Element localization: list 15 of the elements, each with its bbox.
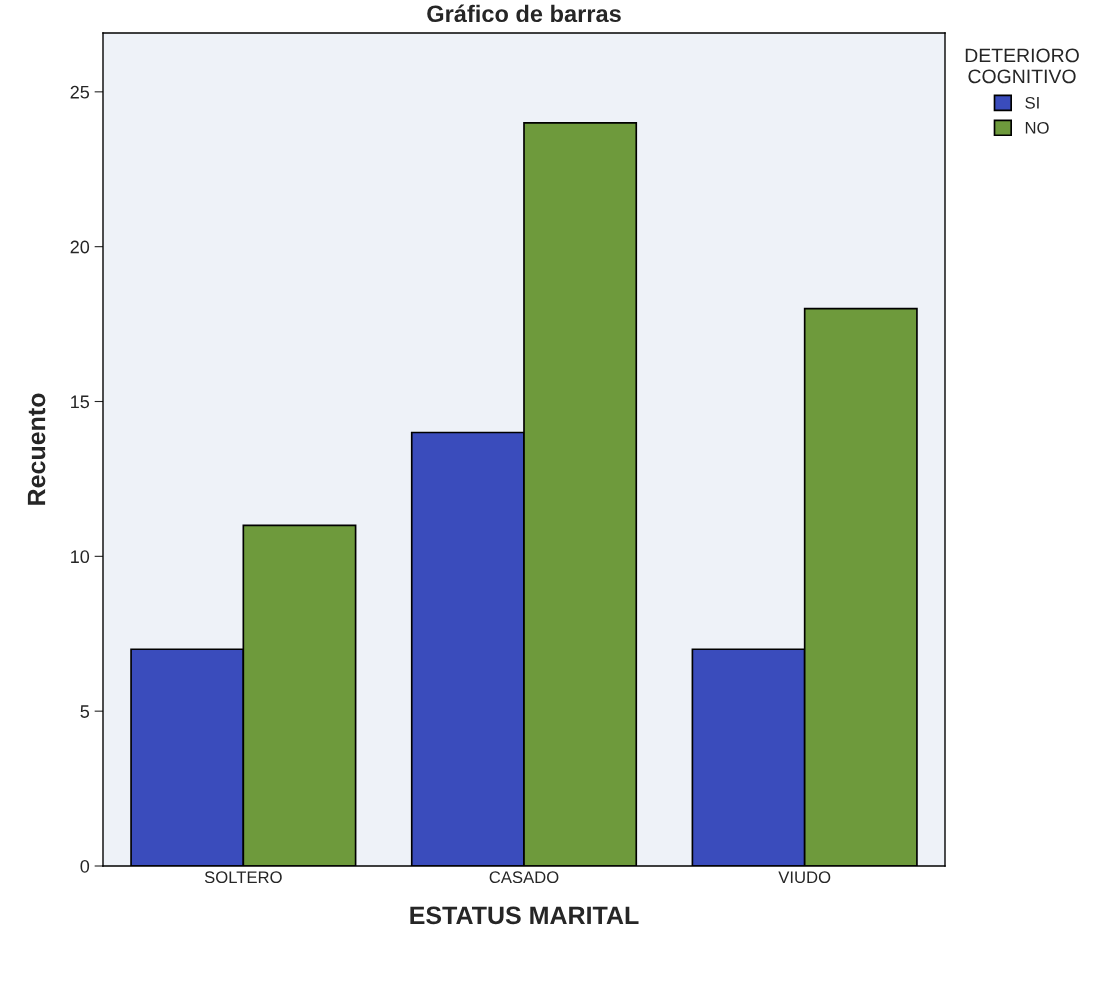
chart-title: Gráfico de barras [427,4,621,23]
y-tick-label: 10 [71,550,90,564]
y-tick-label: 5 [80,705,90,718]
x-axis-title: ESTATUS MARITAL [410,906,639,925]
y-tick-label: 0 [80,859,90,873]
y-tick-label: 20 [70,240,90,254]
y-axis-title: Recuento [27,393,46,505]
legend-title: DETERIORO COGNITIVO [965,48,1079,84]
x-tick-label: VIUDO [778,871,831,884]
x-tick-label: SOLTERO [204,871,282,884]
legend-label: NO [1025,121,1049,134]
y-tick-label: 15 [71,395,90,409]
legend-label: SI [1025,96,1039,109]
y-tick-label: 25 [70,85,90,99]
x-tick-label: CASADO [489,871,559,884]
